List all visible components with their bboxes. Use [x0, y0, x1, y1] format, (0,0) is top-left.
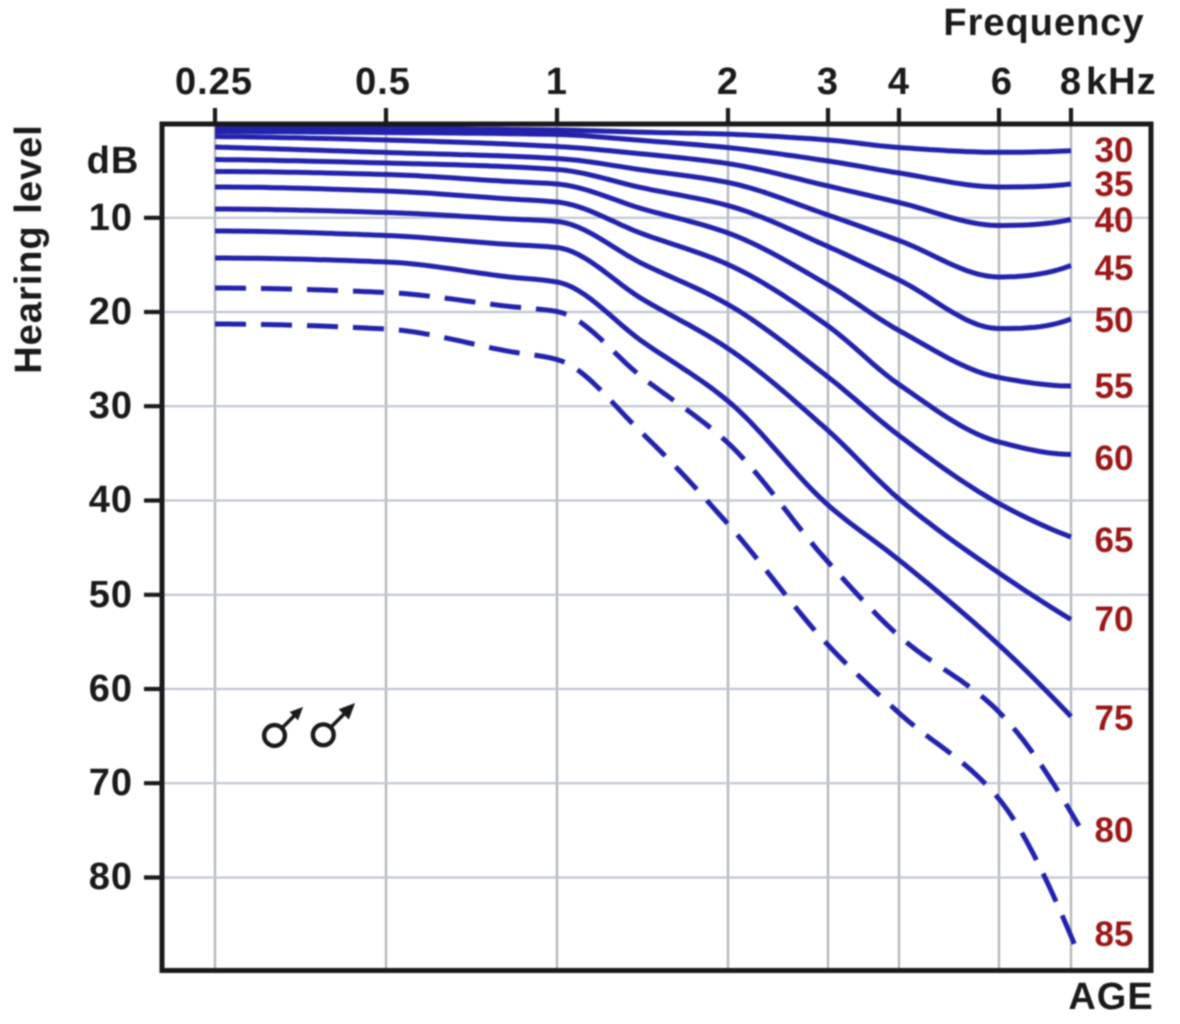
svg-text:45: 45: [1095, 249, 1134, 288]
svg-text:35: 35: [1095, 165, 1134, 204]
svg-text:30: 30: [1095, 131, 1134, 170]
svg-text:0.5: 0.5: [355, 61, 411, 103]
svg-text:60: 60: [89, 668, 133, 710]
svg-text:85: 85: [1095, 915, 1134, 954]
svg-text:1: 1: [546, 61, 568, 103]
svg-text:4: 4: [888, 61, 910, 103]
svg-text:40: 40: [89, 479, 133, 521]
svg-text:3: 3: [817, 61, 839, 103]
svg-text:10: 10: [89, 197, 133, 239]
svg-text:75: 75: [1095, 699, 1134, 738]
svg-text:60: 60: [1095, 439, 1134, 478]
svg-text:2: 2: [717, 61, 739, 103]
svg-text:70: 70: [1095, 600, 1134, 639]
svg-text:dB: dB: [87, 140, 140, 182]
svg-text:65: 65: [1095, 521, 1134, 560]
svg-text:kHz: kHz: [1086, 61, 1157, 103]
svg-text:AGE: AGE: [1068, 976, 1153, 1018]
svg-text:80: 80: [89, 856, 133, 898]
svg-text:50: 50: [89, 574, 133, 616]
svg-text:0.25: 0.25: [175, 61, 253, 103]
svg-text:Frequency: Frequency: [943, 2, 1144, 44]
svg-text:Hearing level: Hearing level: [8, 124, 50, 374]
svg-text:70: 70: [89, 762, 133, 804]
svg-text:8: 8: [1060, 61, 1082, 103]
svg-text:80: 80: [1095, 811, 1134, 850]
svg-text:50: 50: [1095, 301, 1134, 340]
svg-text:30: 30: [89, 385, 133, 427]
svg-text:40: 40: [1095, 201, 1134, 240]
svg-text:55: 55: [1095, 367, 1134, 406]
svg-text:6: 6: [991, 61, 1013, 103]
svg-text:20: 20: [89, 291, 133, 333]
